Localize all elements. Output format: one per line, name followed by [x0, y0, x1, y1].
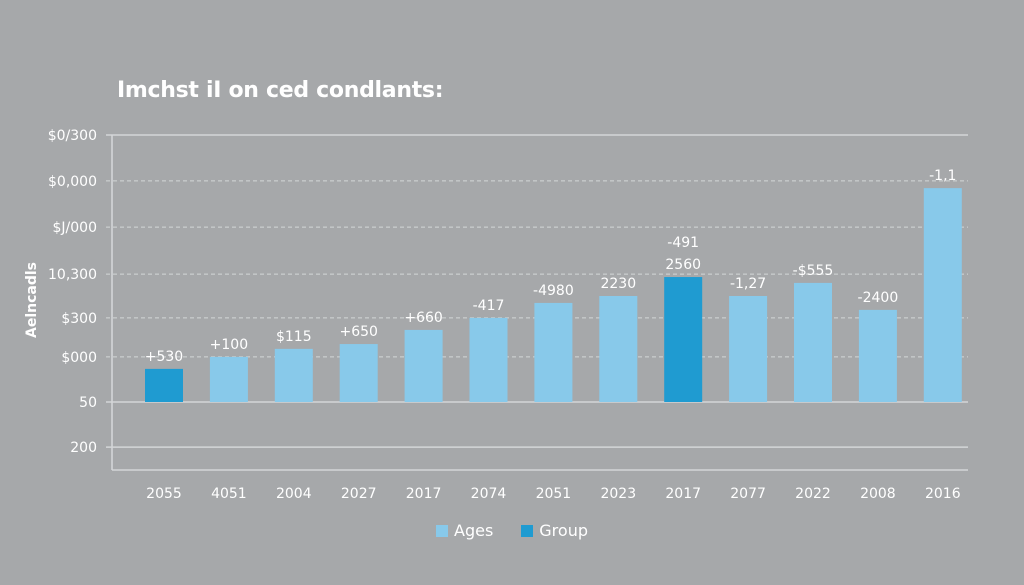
legend-label-ages: Ages: [454, 521, 494, 540]
bar: [274, 348, 313, 402]
y-tick-label: 10,300: [48, 267, 97, 283]
y-tick-label: $0/300: [48, 128, 97, 144]
axes: [111, 135, 968, 471]
x-tick-label: 2077: [730, 486, 766, 502]
data-label: -2400: [858, 290, 899, 306]
x-tick-label: 2004: [276, 486, 312, 502]
bar: [534, 302, 573, 402]
x-tick-label: 2027: [341, 486, 377, 502]
x-tick-label: 2017: [665, 486, 701, 502]
bar: [339, 344, 378, 402]
y-axis-label: Aelncadls: [24, 262, 40, 338]
bar: [923, 188, 962, 402]
bar: [729, 296, 768, 402]
x-tick-label: 2008: [860, 486, 896, 502]
x-tick-label: 2023: [600, 486, 636, 502]
bar: [209, 356, 248, 402]
chart-title: Imchst iI on ced condlants:: [117, 78, 444, 103]
x-tick-label: 2074: [471, 486, 507, 502]
legend-item-ages[interactable]: Ages: [436, 521, 493, 540]
x-tick-label: 2017: [406, 486, 442, 502]
legend-item-group[interactable]: Group: [521, 521, 588, 540]
data-label: -1,1: [929, 168, 956, 184]
data-label: 2230: [600, 276, 636, 292]
y-tick-label: $000: [61, 350, 97, 366]
data-label: +650: [339, 324, 377, 340]
x-tick-label: 2051: [536, 486, 572, 502]
data-label: +530: [145, 349, 183, 365]
x-tick-label: 2016: [925, 486, 961, 502]
data-label: -1,27: [730, 276, 766, 292]
data-label: +660: [404, 310, 442, 326]
data-label: -4980: [533, 283, 574, 299]
bar: [145, 368, 183, 402]
x-tick-label: 2022: [795, 486, 831, 502]
x-tick-label: 4051: [211, 486, 247, 502]
data-label: -491: [667, 235, 699, 251]
data-label: $115: [276, 329, 312, 345]
legend-label-group: Group: [539, 521, 588, 540]
x-tick-label: 2055: [146, 486, 182, 502]
y-tick-label: 200: [70, 440, 97, 456]
bar: [404, 329, 443, 402]
y-tick-label: 50: [79, 395, 97, 411]
y-tick-label: $J/000: [53, 220, 97, 236]
y-tick-label: $300: [61, 311, 97, 327]
data-label: +100: [210, 337, 248, 353]
bar: [469, 317, 508, 402]
legend-swatch-ages: [436, 524, 448, 537]
legend: Ages Group: [0, 521, 1024, 540]
bars: [145, 188, 962, 402]
bar: [858, 309, 897, 402]
tick-labels: $0/300 $0,000 $J/000 10,300 $300 $000 50 200 205…: [48, 128, 961, 502]
bar: [794, 282, 832, 402]
bar: [599, 296, 638, 402]
data-label: -$555: [793, 263, 834, 279]
data-label: 2560: [665, 257, 701, 273]
bar: [664, 277, 703, 402]
data-label: -417: [473, 298, 505, 314]
y-tick-label: $0,000: [48, 174, 97, 190]
legend-swatch-group: [521, 524, 534, 537]
data-labels: +530 +100 $115 +650 +660 -417 -4980 2230 2560 -49…: [145, 168, 957, 365]
